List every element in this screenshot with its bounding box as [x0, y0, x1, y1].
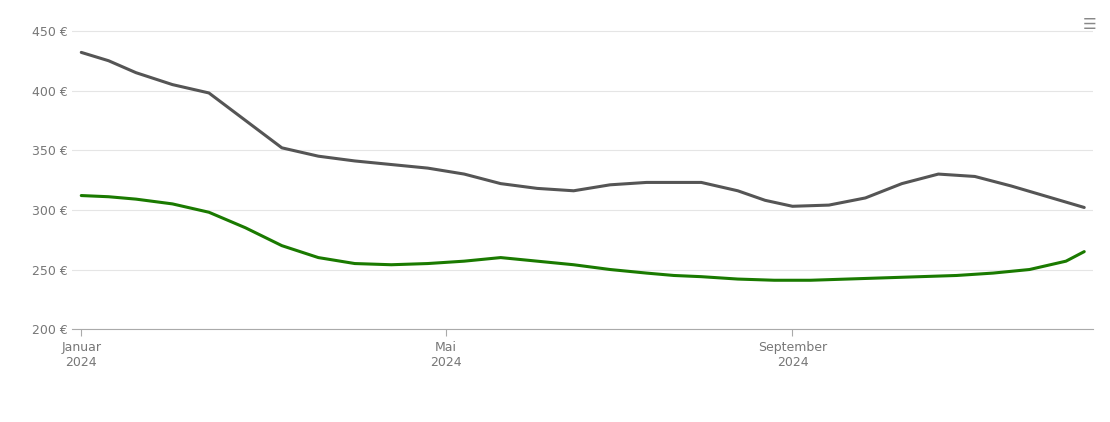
Text: ☰: ☰ [1083, 17, 1097, 32]
